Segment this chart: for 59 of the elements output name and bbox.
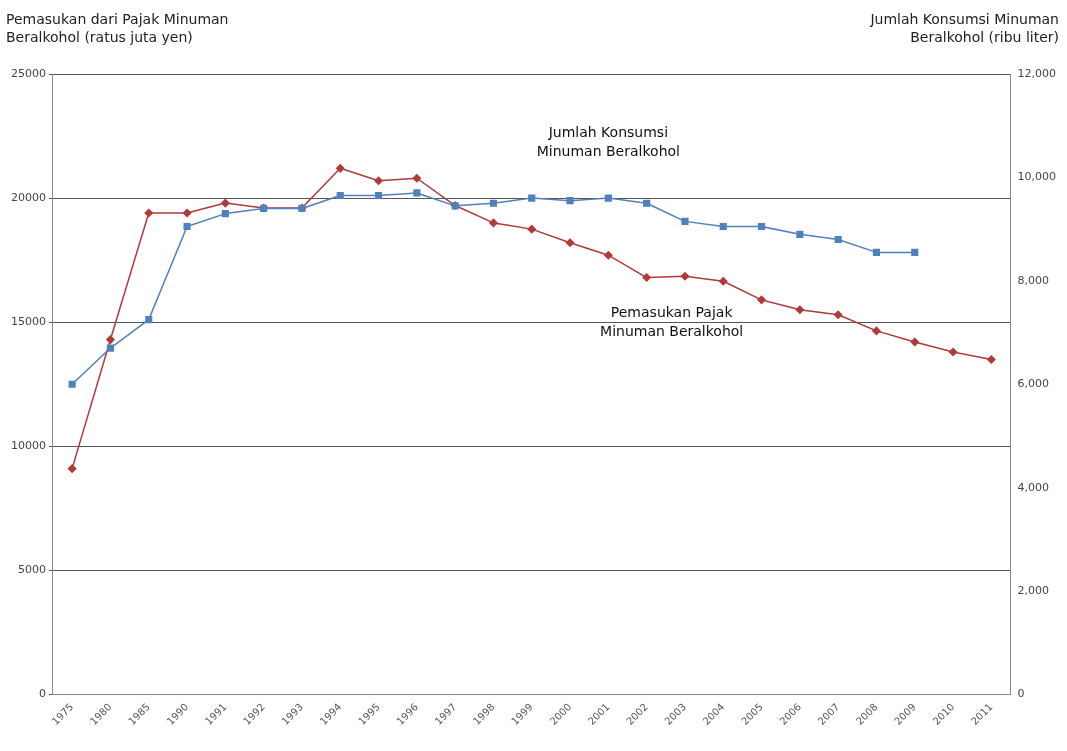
point xyxy=(757,295,766,305)
point xyxy=(604,194,612,202)
point xyxy=(911,248,919,256)
point xyxy=(106,335,115,344)
point xyxy=(527,224,536,234)
point xyxy=(336,191,344,200)
point xyxy=(872,326,881,336)
y-tick-label: 0 xyxy=(38,687,46,701)
point xyxy=(336,164,345,173)
point xyxy=(987,355,996,364)
point xyxy=(566,197,574,205)
text: Jumlah Konsumsi Minuman Beralkohol xyxy=(536,124,680,160)
point xyxy=(144,208,153,218)
y2-tick-label: 0 xyxy=(1017,687,1025,701)
y-axis-title: Pemasukan dari Pajak Minuman Beralkohol (ratus juta yen) xyxy=(6,10,230,46)
point xyxy=(757,222,766,231)
y-tick-label: 15000 xyxy=(10,315,46,329)
point xyxy=(106,344,115,352)
point xyxy=(374,176,383,185)
point xyxy=(834,235,842,244)
point xyxy=(183,222,191,231)
point xyxy=(221,210,229,218)
point xyxy=(528,194,536,202)
point xyxy=(833,310,843,320)
y2-axis-title: Jumlah Konsumsi Minuman Beralkohol (ribu liter) xyxy=(868,10,1059,46)
point xyxy=(489,218,498,228)
point xyxy=(719,277,728,286)
point xyxy=(910,337,920,347)
point xyxy=(872,248,881,256)
point xyxy=(796,230,804,238)
point xyxy=(221,198,230,208)
y2-tick-label: 10,000 xyxy=(1017,170,1057,184)
point xyxy=(719,222,727,231)
y-tick-label: 5000 xyxy=(17,563,46,577)
point xyxy=(145,316,153,324)
y-tick-label: 10000 xyxy=(10,439,46,453)
point xyxy=(412,174,422,183)
point xyxy=(67,464,77,473)
point xyxy=(643,199,651,207)
point xyxy=(795,305,805,315)
point xyxy=(489,199,498,207)
point xyxy=(604,250,613,260)
y2-tick-label: 8,000 xyxy=(1017,273,1050,287)
point xyxy=(680,272,690,281)
point xyxy=(68,380,76,388)
y-tick-label: 20000 xyxy=(10,190,46,204)
point xyxy=(681,217,689,225)
y-tick-label: 25000 xyxy=(10,66,46,80)
y2-tick-label: 2,000 xyxy=(1017,583,1050,597)
point xyxy=(374,191,383,200)
point xyxy=(565,238,575,248)
point xyxy=(948,347,958,357)
y2-tick-label: 6,000 xyxy=(1017,377,1050,391)
point xyxy=(642,273,651,282)
point xyxy=(182,208,192,218)
y2-tick-label: 4,000 xyxy=(1017,480,1050,494)
y2-tick-label: 12,000 xyxy=(1017,66,1057,80)
series-label: Pemasukan Pajak Minuman Beralkohol xyxy=(600,303,744,339)
point xyxy=(413,189,421,197)
